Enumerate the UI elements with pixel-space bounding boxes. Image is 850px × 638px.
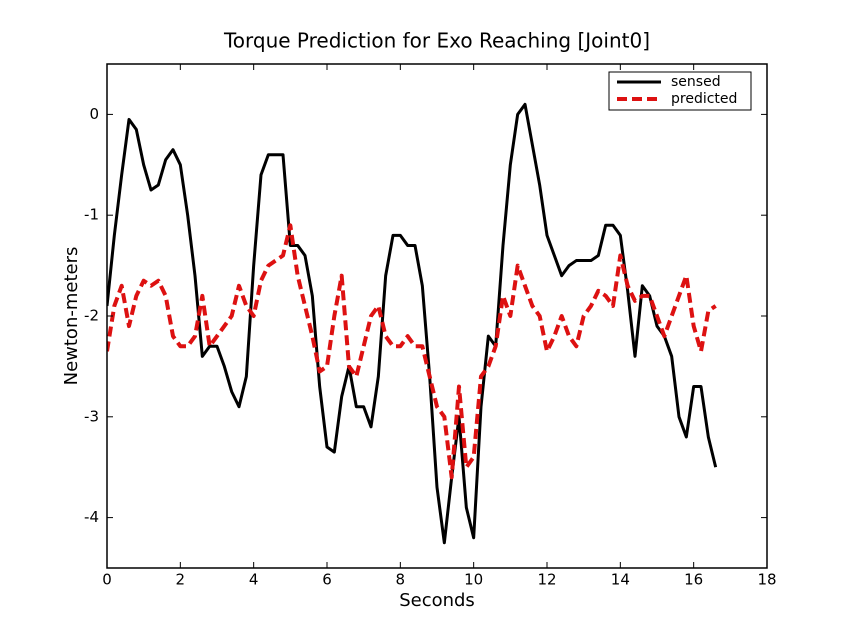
line-series: [107, 223, 717, 480]
legend-box: [608, 71, 752, 111]
y-tick-label: -2: [84, 307, 99, 325]
x-tick-label: 6: [322, 571, 332, 589]
x-tick-label: 2: [176, 571, 186, 589]
legend-label: predicted: [671, 91, 737, 107]
x-tick-label: 4: [249, 571, 259, 589]
legend-label: sensed: [671, 74, 721, 90]
y-tick-label: -4: [84, 508, 99, 526]
x-tick-label: 10: [464, 571, 483, 589]
x-tick-label: 16: [684, 571, 703, 589]
y-axis-label: Newton-meters: [61, 247, 82, 386]
chart-title: Torque Prediction for Exo Reaching [Join…: [223, 29, 650, 53]
x-axis-label: Seconds: [399, 590, 475, 611]
y-tick-label: 0: [89, 105, 99, 123]
y-tick-label: -1: [84, 206, 99, 224]
x-tick-label: 18: [757, 571, 776, 589]
y-tick-label: -3: [84, 407, 99, 425]
x-tick-label: 8: [396, 571, 406, 589]
line-series: [107, 102, 718, 545]
x-tick-label: 0: [102, 571, 112, 589]
x-tick-label: 14: [611, 571, 630, 589]
x-tick-label: 12: [537, 571, 556, 589]
